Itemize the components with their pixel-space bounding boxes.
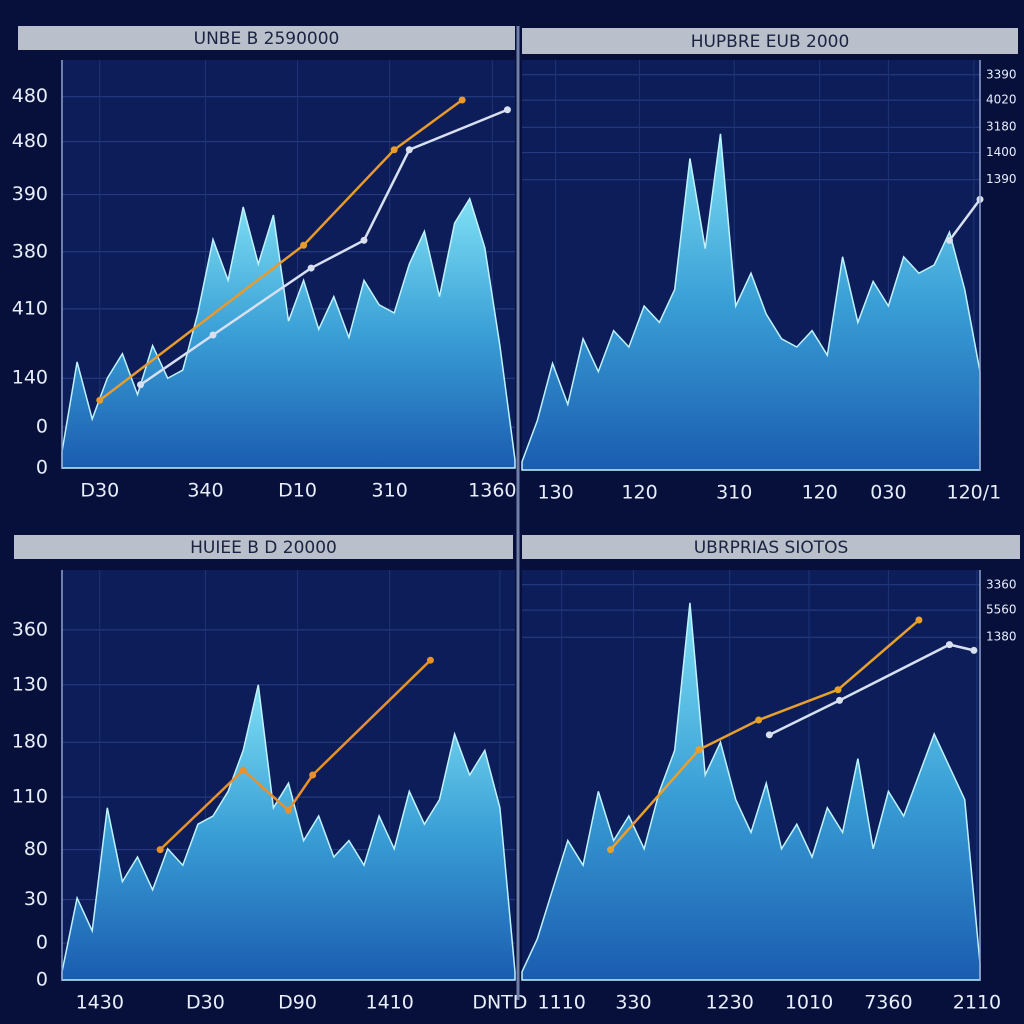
y-tick-label: 0 [36,416,48,438]
x-tick-label: 310 [372,480,408,502]
y-tick-label: 3180 [986,120,1017,134]
y-tick-label: 140 [12,367,48,389]
y-tick-label: 0 [36,969,48,991]
area [521,602,981,981]
y-tick-label: 480 [12,85,48,107]
x-tick-label: 7360 [864,992,912,1014]
x-tick-label: 310 [716,482,752,504]
chart-title: HUPBRE EUB 2000 [691,32,850,52]
chart-title: UBRPRIAS SIOTOS [694,538,849,558]
x-tick-label: 330 [615,992,651,1014]
line-marker [307,264,315,272]
line-marker [360,236,368,244]
y-tick-label: 180 [12,731,48,753]
line-marker [834,686,842,694]
line-marker [390,146,398,154]
x-tick-label: 120 [621,482,657,504]
x-tick-label: 1410 [365,992,413,1014]
y-tick-label: 130 [12,673,48,695]
x-tick-label: 2110 [953,992,1001,1014]
y-tick-label: 80 [24,838,48,860]
chart-title: HUIEE B D 20000 [190,538,337,558]
x-tick-label: D10 [278,480,317,502]
line-marker [300,241,308,249]
overlay-line [98,98,463,402]
line-marker [285,806,292,814]
line-marker [915,616,923,624]
y-tick-label: 4020 [986,93,1017,107]
title-bar [18,26,515,50]
line-marker [96,396,104,404]
line-marker [156,846,164,854]
line-marker [970,646,978,654]
x-tick-label: D90 [278,992,317,1014]
line-marker [239,766,247,774]
x-tick-label: D30 [80,480,119,502]
x-tick-label: 340 [187,480,223,502]
x-tick-label: 1360 [468,480,516,502]
line-marker [309,771,317,779]
x-tick-label: 120 [802,482,838,504]
y-tick-label: 410 [12,297,48,319]
y-tick-label: 0 [36,932,48,954]
line-marker [426,656,434,664]
line-marker [695,746,703,754]
line-marker [209,331,217,339]
line-marker [945,641,953,649]
overlay-line [948,198,982,242]
line-marker [607,846,615,854]
y-tick-label: 30 [24,888,48,910]
line-marker [458,96,466,104]
area [61,684,516,981]
x-tick-label: D30 [186,992,225,1014]
y-tick-label: 360 [12,618,48,640]
y-tick-label: 1390 [986,172,1017,186]
y-tick-label: 3360 [986,577,1017,591]
y-tick-label: 5560 [986,603,1017,617]
y-tick-label: 110 [12,786,48,808]
line-marker [137,381,145,389]
title-bar [522,535,1020,559]
x-tick-label: 1430 [76,992,124,1014]
y-tick-label: 0 [36,457,48,479]
overlay-line [139,108,508,386]
line-marker [945,236,953,244]
x-tick-label: 030 [870,482,906,504]
title-bar [522,28,1018,54]
line-marker [755,716,763,724]
y-tick-label: 1400 [986,145,1017,159]
x-tick-label: 1010 [785,992,833,1014]
line-marker [503,106,511,114]
line-marker [836,696,844,704]
y-tick-label: 3390 [986,67,1017,81]
y-tick-label: 380 [12,240,48,262]
chart-title: UNBE B 2590000 [194,29,340,49]
area [61,196,516,469]
x-tick-label: 1110 [538,992,586,1014]
title-bar [14,535,513,559]
x-tick-label: 130 [537,482,573,504]
x-tick-label: 120/1 [947,482,1002,504]
x-tick-label: DNTD [472,992,527,1014]
line-marker [765,731,773,739]
x-tick-label: 1230 [705,992,753,1014]
y-tick-label: 1380 [986,630,1017,644]
overlay-line [768,643,975,736]
y-tick-label: 390 [12,183,48,205]
line-marker [405,146,413,154]
y-tick-label: 480 [12,130,48,152]
area [521,133,981,471]
